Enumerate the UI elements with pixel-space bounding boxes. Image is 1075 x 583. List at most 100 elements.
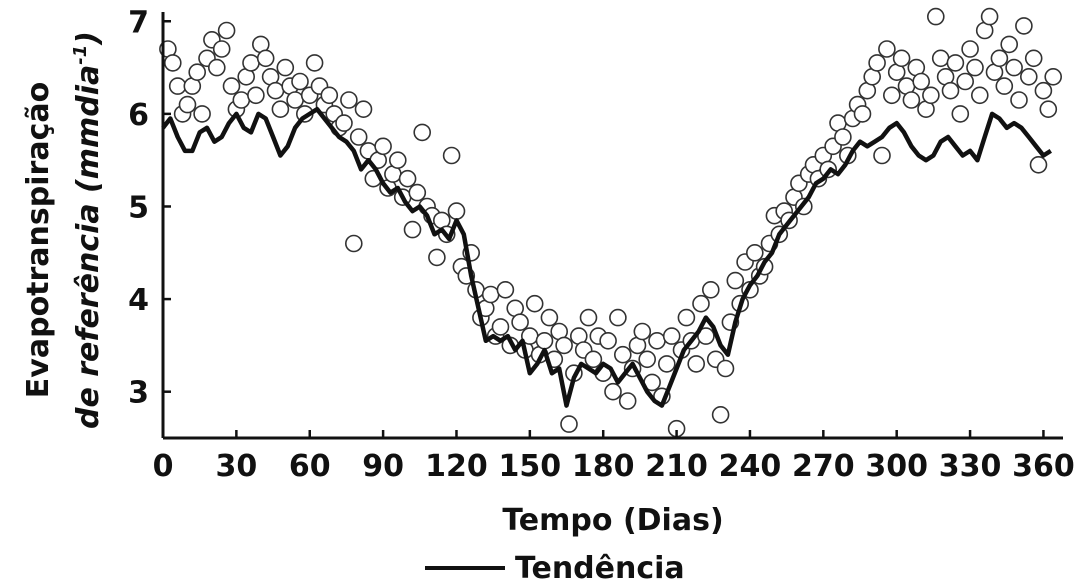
scatter-point-170 xyxy=(990,49,1009,68)
x-tick-label-210: 210 xyxy=(645,449,708,484)
scatter-point-93 xyxy=(613,345,632,364)
scatter-point-176 xyxy=(1020,68,1038,86)
scatter-point-161 xyxy=(946,54,965,72)
scatter-point-55 xyxy=(428,248,446,267)
scatter-point-69 xyxy=(496,280,515,299)
scatter-point-36 xyxy=(335,114,353,132)
x-tick-label-240: 240 xyxy=(719,449,782,484)
scatter-point-26 xyxy=(286,91,304,109)
scatter-point-92 xyxy=(609,308,627,327)
x-tick-label-60: 60 xyxy=(289,449,331,484)
scatter-point-68 xyxy=(491,318,510,336)
scatter-point-163 xyxy=(956,72,975,91)
scatter-point-116 xyxy=(726,271,745,290)
scatter-point-39 xyxy=(349,128,368,146)
scatter-point-111 xyxy=(701,280,720,299)
scatter-point-181 xyxy=(1044,68,1062,86)
scatter-point-152 xyxy=(902,91,921,109)
scatter-point-177 xyxy=(1024,49,1043,68)
scatter-point-148 xyxy=(882,86,901,105)
scatter-point-38 xyxy=(344,234,363,253)
scatter-point-50 xyxy=(403,220,422,239)
scatter-point-171 xyxy=(995,77,1014,95)
scatter-point-24 xyxy=(276,58,295,77)
scatter-point-180 xyxy=(1039,100,1058,118)
scatter-point-52 xyxy=(413,123,432,142)
y-axis-title-line1-group: Evapotranspiração xyxy=(21,82,56,398)
y-tick-label-5: 5 xyxy=(128,190,149,225)
scatter-point-11 xyxy=(212,40,231,58)
y-axis-title-close: ) xyxy=(71,31,106,46)
scatter-point-15 xyxy=(232,91,251,109)
scatter-point-66 xyxy=(481,285,500,304)
scatter-point-37 xyxy=(340,91,358,109)
scatter-point-173 xyxy=(1005,58,1023,77)
x-tick-label-300: 300 xyxy=(865,449,928,484)
scatter-point-150 xyxy=(892,49,911,68)
scatter-point-110 xyxy=(697,327,715,345)
axes xyxy=(161,12,1063,440)
scatter-point-58 xyxy=(442,146,461,165)
scatter-point-22 xyxy=(266,81,285,100)
scatter-point-90 xyxy=(599,331,617,350)
scatter-point-27 xyxy=(291,72,309,91)
x-tick-label-90: 90 xyxy=(362,449,404,484)
scatter-point-6 xyxy=(188,63,206,81)
scatter-point-75 xyxy=(525,294,544,313)
y-tick-label-4: 4 xyxy=(128,283,149,318)
scatter-point-72 xyxy=(511,313,529,332)
scatter-point-168 xyxy=(980,7,999,26)
scatter-point-1 xyxy=(164,54,182,72)
scatter-point-18 xyxy=(247,86,265,105)
scatter-point-98 xyxy=(638,350,657,369)
scatter-point-158 xyxy=(931,49,950,68)
x-tick-label-0: 0 xyxy=(153,449,174,484)
x-tick-label-150: 150 xyxy=(499,449,562,484)
scatter-point-94 xyxy=(618,392,637,410)
scatter-point-156 xyxy=(922,86,940,105)
scatter-point-30 xyxy=(305,54,324,72)
x-tick-label-360: 360 xyxy=(1012,449,1075,484)
y-axis-title-line2: de referência (mmdia-1) xyxy=(70,31,106,429)
y-axis-title-line2-main: de referência (mmdia xyxy=(71,65,106,429)
legend-label-tendencia: Tendência xyxy=(515,551,685,583)
x-tick-label-330: 330 xyxy=(939,449,1002,484)
legend: Tendência xyxy=(425,551,685,583)
scatter-point-87 xyxy=(584,350,603,369)
y-tick-label-6: 6 xyxy=(128,98,149,133)
scatter-point-120 xyxy=(745,244,764,262)
x-tick-label-120: 120 xyxy=(425,449,488,484)
scatter-point-175 xyxy=(1015,17,1033,35)
scatter-point-102 xyxy=(657,355,676,373)
scatter-point-7 xyxy=(193,105,211,123)
scatter-point-179 xyxy=(1034,81,1053,100)
scatter-point-145 xyxy=(868,54,886,72)
y-axis-title-line2-group: de referência (mmdia-1) xyxy=(70,31,106,429)
scatter-point-164 xyxy=(961,40,979,58)
scatter-point-91 xyxy=(604,382,622,401)
scatter-point-77 xyxy=(535,331,554,350)
y-axis-title-superscript: -1 xyxy=(70,45,91,65)
scatter-point-114 xyxy=(716,359,735,378)
scatter-point-172 xyxy=(1000,35,1019,54)
scatter-point-4 xyxy=(178,95,197,114)
scatter-point-49 xyxy=(398,169,417,188)
y-axis-title-line1: Evapotranspiração xyxy=(21,82,56,398)
scatter-point-142 xyxy=(853,105,872,123)
scatter-point-82 xyxy=(560,415,578,433)
scatter-point-100 xyxy=(648,331,666,350)
scatter-point-160 xyxy=(941,81,960,100)
scatter-point-174 xyxy=(1010,91,1028,109)
x-tick-label-180: 180 xyxy=(572,449,635,484)
scatter-point-157 xyxy=(926,7,945,26)
scatter-point-146 xyxy=(873,146,891,165)
scatter-point-178 xyxy=(1029,156,1048,174)
scatter-point-154 xyxy=(912,72,931,91)
scatter-point-165 xyxy=(966,58,984,77)
scatter-point-33 xyxy=(320,86,339,105)
scatter-point-51 xyxy=(408,183,427,202)
scatter-point-147 xyxy=(878,40,896,58)
scatter-point-59 xyxy=(447,202,466,220)
scatter-point-138 xyxy=(834,128,852,146)
scatter-point-78 xyxy=(540,308,559,327)
